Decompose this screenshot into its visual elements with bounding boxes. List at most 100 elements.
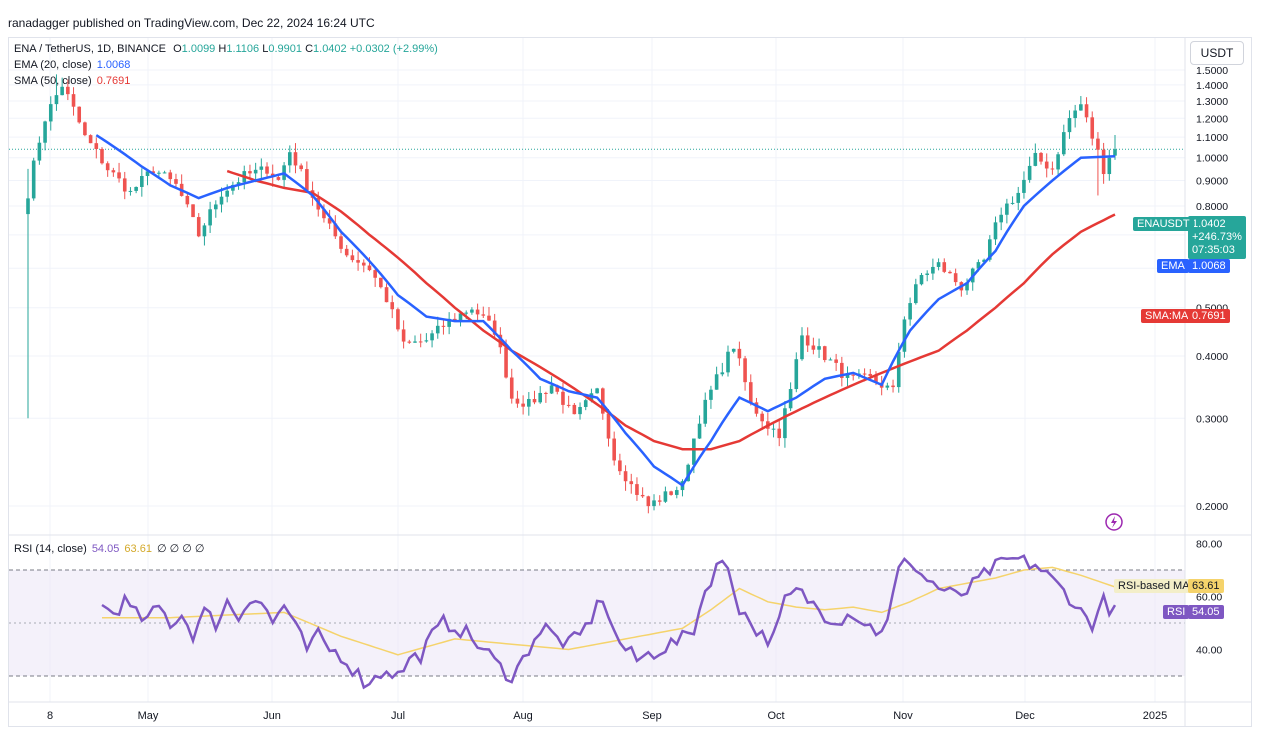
rsi-legend-label: RSI (14, close): [14, 543, 87, 555]
candle-body: [851, 374, 856, 376]
candle: [83, 121, 87, 137]
candle-body: [1016, 192, 1021, 203]
candle-body: [726, 351, 730, 373]
candle: [202, 223, 207, 246]
candle-body: [60, 86, 64, 96]
candle-body: [134, 186, 138, 191]
candle-body: [703, 399, 708, 424]
candle: [606, 409, 611, 447]
candle: [936, 258, 941, 271]
candle: [925, 270, 929, 282]
candle: [413, 335, 417, 343]
candle-body: [26, 198, 30, 215]
candle: [179, 174, 184, 197]
candle-body: [413, 341, 417, 343]
candle-body: [327, 218, 332, 224]
candle: [1096, 132, 1100, 196]
candle-body: [418, 341, 423, 343]
candle: [373, 267, 377, 287]
candle: [1073, 104, 1077, 128]
candle-body: [117, 172, 121, 179]
candle: [845, 366, 850, 387]
candle: [743, 355, 747, 391]
candle: [60, 77, 64, 96]
candle: [629, 473, 634, 494]
price-tick-label: 0.3000: [1196, 413, 1228, 425]
candle: [1113, 135, 1117, 160]
candle: [623, 465, 628, 491]
candle: [77, 106, 82, 124]
time-tick-label: 2025: [1143, 710, 1167, 722]
close-label: C: [305, 43, 314, 55]
candle: [640, 487, 645, 498]
candle: [771, 423, 776, 438]
candle-body: [43, 121, 47, 143]
candle-body: [384, 287, 389, 303]
candle: [430, 330, 434, 348]
candle-body: [105, 163, 110, 171]
candle-body: [208, 209, 212, 226]
ema-tag-value: 1.0068: [1188, 259, 1230, 273]
candle: [248, 164, 252, 180]
candle-body: [999, 214, 1003, 223]
candle-body: [379, 277, 383, 288]
time-tick-label: Oct: [767, 710, 784, 722]
candle-body: [936, 262, 941, 267]
time-tick-label: Jul: [391, 710, 405, 722]
candle: [66, 79, 70, 101]
rsi-ma-tag-label: RSI-based MA: [1114, 579, 1194, 593]
candle-body: [157, 172, 161, 174]
high-value: 1.1106: [226, 43, 260, 55]
currency-selector-button[interactable]: USDT: [1190, 41, 1244, 65]
candle-body: [737, 348, 742, 359]
candle-body: [1056, 154, 1060, 170]
rsi-tick-label: 80.00: [1196, 539, 1222, 551]
ema-legend-value: 1.0068: [96, 59, 131, 71]
candle-body: [601, 388, 605, 414]
ema-20-line: [95, 134, 1116, 488]
candle: [697, 415, 702, 439]
candle-body: [447, 318, 451, 327]
candle: [538, 386, 542, 404]
candle-body: [748, 382, 753, 403]
rsi-ma-line: [102, 566, 1116, 656]
candle: [481, 306, 486, 319]
candle: [145, 169, 150, 186]
candle-body: [800, 335, 804, 360]
candle: [1005, 198, 1009, 224]
candle: [379, 277, 383, 289]
candle: [390, 295, 395, 319]
candle: [822, 345, 827, 363]
candle: [54, 74, 59, 111]
candle-body: [253, 169, 258, 174]
candle-body: [811, 345, 816, 350]
candle-body: [840, 362, 844, 378]
candle-body: [953, 273, 958, 283]
candle: [828, 357, 833, 361]
candle-body: [674, 490, 679, 495]
candle-body: [66, 86, 70, 95]
candle: [384, 283, 389, 303]
candle-body: [1113, 149, 1117, 156]
candle: [122, 171, 127, 200]
flash-circle-icon[interactable]: [1105, 513, 1123, 531]
candle: [424, 333, 429, 343]
sma-legend: SMA (50, close) 0.7691: [14, 73, 130, 90]
candle-body: [83, 122, 87, 136]
publisher-attribution: ranadagger published on TradingView.com,…: [8, 16, 375, 30]
candle: [1033, 143, 1038, 167]
price-tick-label: 0.9000: [1196, 176, 1228, 188]
candle: [652, 494, 656, 511]
candle-body: [1027, 165, 1032, 180]
candle-body: [754, 402, 759, 414]
candle: [805, 327, 810, 352]
candle-body: [896, 351, 901, 388]
candle-body: [783, 408, 787, 439]
candle-body: [339, 236, 343, 249]
candle: [521, 395, 525, 415]
time-tick-label: 8: [47, 710, 53, 722]
candle-body: [874, 375, 878, 383]
candle-body: [925, 273, 929, 275]
candle-body: [373, 270, 377, 278]
